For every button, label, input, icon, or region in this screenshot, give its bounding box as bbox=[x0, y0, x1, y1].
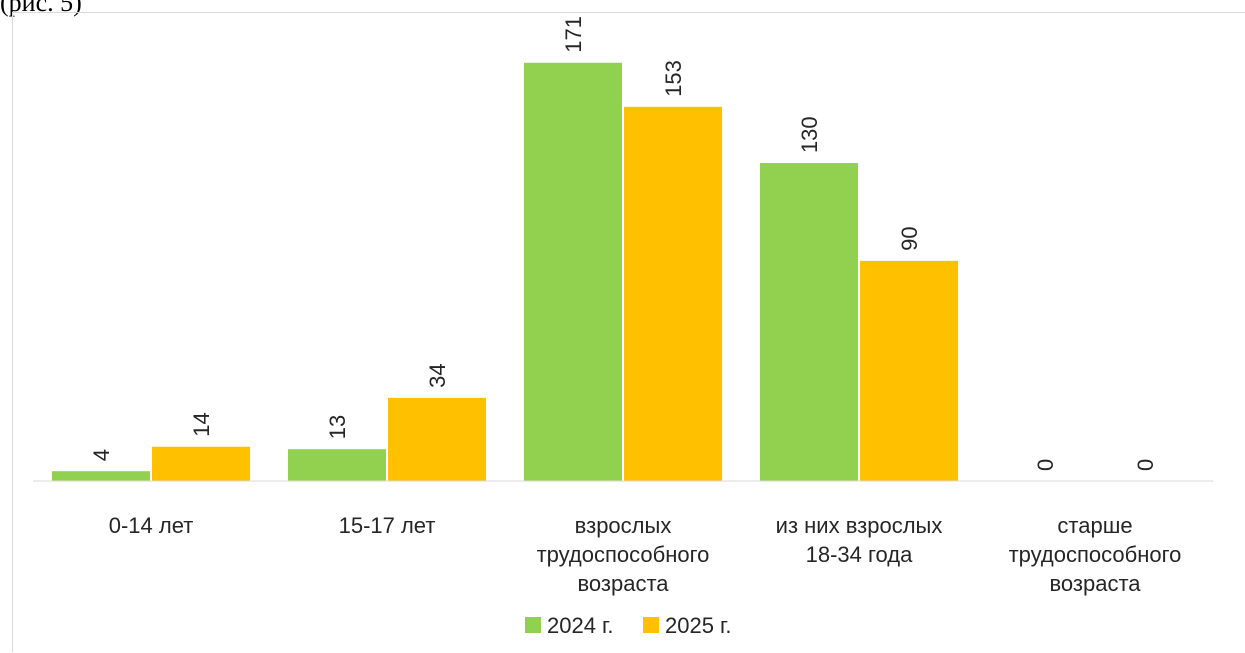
legend-swatch-2 bbox=[643, 617, 659, 633]
data-label-1-3: 171 bbox=[561, 16, 586, 53]
legend: 2024 г. 2025 г. bbox=[525, 613, 732, 638]
category-label-5: старше трудоспособного возраста bbox=[1009, 513, 1182, 596]
bar-2-3 bbox=[624, 106, 722, 481]
category-label-1: 0-14 лет bbox=[109, 513, 194, 538]
bar-2-1 bbox=[152, 446, 250, 481]
category-label-2: 15-17 лет bbox=[339, 513, 436, 538]
data-label-2-3: 153 bbox=[661, 60, 686, 97]
legend-label-1: 2024 г. bbox=[547, 613, 614, 638]
bar-chart: 4 14 13 34 171 153 130 90 0 0 0-14 лет 15-17 лет вз… bbox=[33, 16, 1213, 638]
bar-1-3 bbox=[524, 62, 622, 481]
category-labels-layer: 0-14 лет 15-17 лет взрослых трудоспособного… bbox=[109, 513, 1182, 596]
data-label-2-1: 14 bbox=[189, 412, 214, 436]
data-labels-layer: 4 14 13 34 171 153 130 90 0 0 bbox=[89, 16, 1158, 471]
bar-1-2 bbox=[288, 449, 386, 481]
legend-swatch-1 bbox=[525, 617, 541, 633]
data-label-2-4: 90 bbox=[897, 226, 922, 250]
data-label-1-5: 0 bbox=[1033, 459, 1058, 471]
bars-layer bbox=[52, 62, 958, 482]
bar-2-2 bbox=[388, 397, 486, 481]
data-label-1-4: 130 bbox=[797, 116, 822, 153]
bar-2-4 bbox=[860, 260, 958, 481]
data-label-2-5: 0 bbox=[1133, 459, 1158, 471]
data-label-2-2: 34 bbox=[425, 363, 450, 387]
data-label-1-1: 4 bbox=[89, 449, 114, 461]
category-label-4: из них взрослых 18-34 года bbox=[776, 513, 943, 567]
chart-area: 4 14 13 34 171 153 130 90 0 0 0-14 лет 15-17 лет вз… bbox=[12, 12, 1245, 652]
bar-1-1 bbox=[52, 471, 150, 481]
bar-1-4 bbox=[760, 163, 858, 482]
legend-label-2: 2025 г. bbox=[665, 613, 732, 638]
data-label-1-2: 13 bbox=[325, 415, 350, 439]
category-label-3: взрослых трудоспособного возраста bbox=[537, 513, 710, 596]
